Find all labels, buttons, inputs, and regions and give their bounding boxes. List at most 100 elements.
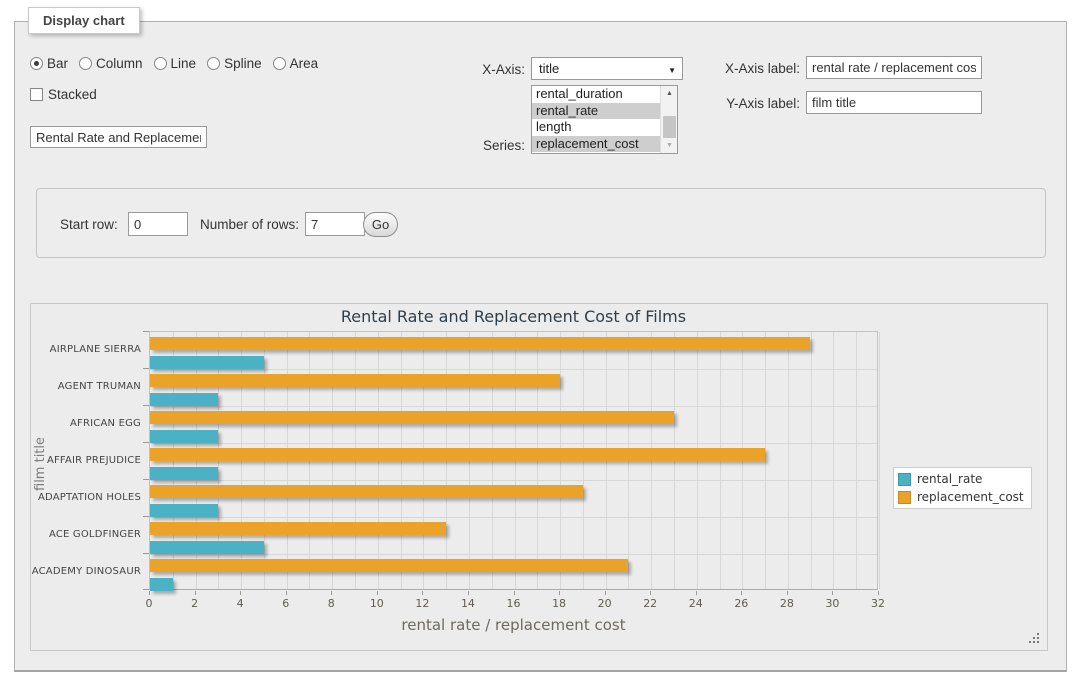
x-axis-tick-label: 24: [689, 597, 703, 610]
category-label: AFFAIR PREJUDICE: [31, 442, 141, 479]
chart-title-input[interactable]: [30, 126, 207, 148]
chart-type-option-spline[interactable]: Spline: [207, 56, 262, 71]
chart-type-option-label: Area: [290, 56, 319, 71]
radio-icon[interactable]: [273, 57, 286, 70]
chart-title: Rental Rate and Replacement Cost of Film…: [149, 307, 878, 326]
y-axis-tick: [143, 405, 149, 406]
stacked-checkbox-row: Stacked: [30, 87, 97, 102]
x-axis-selected-value: title: [539, 61, 559, 76]
chart-type-option-bar[interactable]: Bar: [30, 56, 68, 71]
x-axis-tick: [878, 591, 879, 595]
category-label: AIRPLANE SIERRA: [31, 331, 141, 368]
gridline: [150, 443, 877, 444]
bar-replacement_cost: [150, 559, 628, 572]
category-label: ADAPTATION HOLES: [31, 479, 141, 516]
category-label: AFRICAN EGG: [31, 405, 141, 442]
y-axis-tick: [143, 589, 149, 590]
series-option-length[interactable]: length: [532, 119, 660, 136]
x-axis-tick: [605, 591, 606, 595]
series-option-rental_duration[interactable]: rental_duration: [532, 86, 660, 103]
gridline: [788, 332, 789, 589]
x-axis-tick-label: 16: [507, 597, 521, 610]
chart-legend: rental_rate replacement_cost: [893, 467, 1032, 509]
radio-icon[interactable]: [207, 57, 220, 70]
bar-replacement_cost: [150, 448, 765, 461]
series-option-rental_rate[interactable]: rental_rate: [532, 103, 660, 120]
x-axis-label-input[interactable]: [806, 56, 982, 79]
y-axis-tick: [143, 368, 149, 369]
chart-container: Rental Rate and Replacement Cost of Film…: [30, 303, 1048, 651]
category-label: AGENT TRUMAN: [31, 368, 141, 405]
x-axis-title: rental rate / replacement cost: [149, 616, 878, 634]
x-axis-tick: [195, 591, 196, 595]
chart-type-option-label: Line: [171, 56, 197, 71]
series-listbox[interactable]: ▲ ▼ rental_durationrental_ratelengthrepl…: [531, 85, 678, 154]
bar-rental_rate: [150, 393, 218, 406]
x-axis-tick: [514, 591, 515, 595]
chart-type-option-area[interactable]: Area: [273, 56, 319, 71]
stacked-label: Stacked: [48, 87, 97, 102]
x-axis-select[interactable]: title ▼: [531, 57, 683, 80]
chart-type-option-label: Bar: [47, 56, 68, 71]
x-axis-tick-label: 0: [146, 597, 153, 610]
category-label: ACE GOLDFINGER: [31, 516, 141, 553]
start-row-input[interactable]: [128, 212, 188, 236]
y-axis-tick: [143, 442, 149, 443]
stacked-checkbox[interactable]: [30, 88, 43, 101]
chart-type-radio-group: Bar Column Line Spline Area: [30, 56, 318, 71]
series-listbox-label: Series:: [445, 138, 525, 153]
x-axis-tick: [832, 591, 833, 595]
x-axis-tick: [422, 591, 423, 595]
gridline: [856, 332, 857, 589]
legend-item: rental_rate: [898, 472, 1024, 486]
radio-icon[interactable]: [30, 57, 43, 70]
radio-icon[interactable]: [154, 57, 167, 70]
chart-type-option-label: Spline: [224, 56, 262, 71]
x-axis-tick-label: 28: [780, 597, 794, 610]
x-axis-tick: [377, 591, 378, 595]
scroll-up-icon[interactable]: ▲: [661, 86, 678, 101]
y-axis-label-field-label: Y-Axis label:: [702, 96, 800, 111]
scrollbar-thumb[interactable]: [663, 116, 676, 139]
start-row-label: Start row:: [60, 217, 118, 232]
chart-type-option-column[interactable]: Column: [79, 56, 143, 71]
gridline: [811, 332, 812, 589]
x-axis-tick-label: 4: [237, 597, 244, 610]
bar-replacement_cost: [150, 411, 674, 424]
gridline: [765, 332, 766, 589]
series-option-replacement_cost[interactable]: replacement_cost: [532, 136, 660, 153]
bar-rental_rate: [150, 504, 218, 517]
legend-swatch-replacement_cost: [898, 491, 911, 504]
scroll-down-icon[interactable]: ▼: [661, 138, 678, 153]
gridline: [150, 406, 877, 407]
go-button[interactable]: Go: [363, 212, 398, 237]
gridline: [150, 480, 877, 481]
x-axis-tick-label: 10: [370, 597, 384, 610]
x-axis-tick: [240, 591, 241, 595]
radio-icon[interactable]: [79, 57, 92, 70]
listbox-scrollbar[interactable]: ▲ ▼: [660, 86, 677, 153]
plot-area: [149, 331, 878, 590]
legend-item: replacement_cost: [898, 490, 1024, 504]
chevron-down-icon: ▼: [668, 66, 676, 75]
y-axis-tick: [143, 516, 149, 517]
number-of-rows-input[interactable]: [305, 212, 365, 236]
legend-label: rental_rate: [917, 472, 982, 486]
bar-replacement_cost: [150, 522, 446, 535]
x-axis-tick: [149, 591, 150, 595]
x-axis-tick: [696, 591, 697, 595]
chart-type-option-label: Column: [96, 56, 143, 71]
x-axis-tick-label: 2: [191, 597, 198, 610]
x-axis-tick-label: 12: [415, 597, 429, 610]
legend-swatch-rental_rate: [898, 473, 911, 486]
x-axis-tick: [286, 591, 287, 595]
x-axis-tick: [787, 591, 788, 595]
chart-type-option-line[interactable]: Line: [154, 56, 197, 71]
y-axis-label-input[interactable]: [806, 91, 982, 114]
x-axis-label-field-label: X-Axis label:: [702, 61, 800, 76]
gridline: [879, 332, 880, 589]
x-axis-tick: [650, 591, 651, 595]
x-axis-tick-label: 22: [643, 597, 657, 610]
y-axis-tick: [143, 331, 149, 332]
resize-grip-icon[interactable]: [1029, 633, 1040, 644]
